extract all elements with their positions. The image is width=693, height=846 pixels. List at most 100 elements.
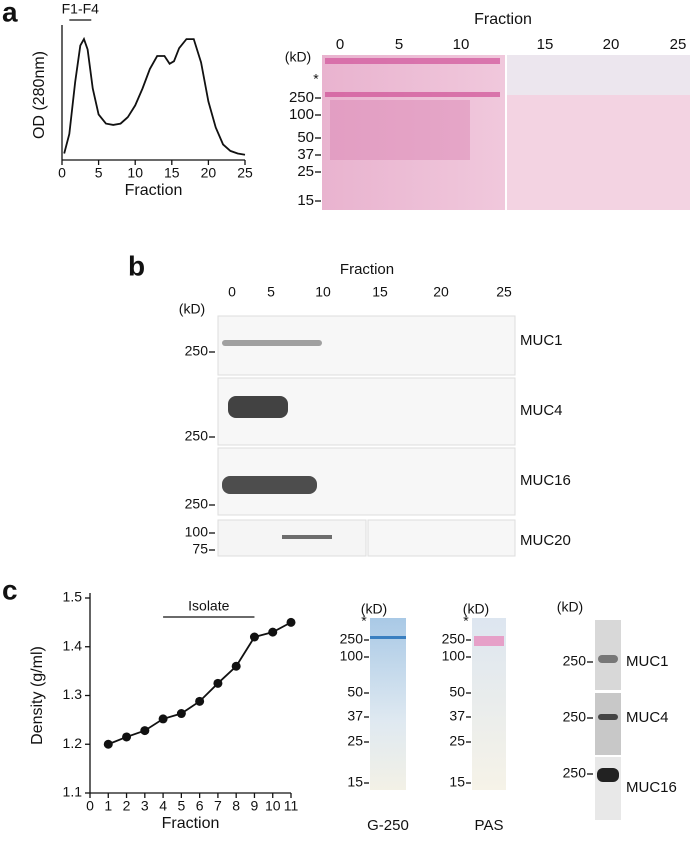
lane-label: 10 — [315, 284, 331, 300]
annotation: Isolate — [188, 598, 229, 614]
x-tick-label: 4 — [159, 798, 167, 814]
band — [222, 340, 322, 346]
x-tick-label: 3 — [141, 798, 149, 814]
gel-lane — [472, 618, 506, 790]
band — [370, 636, 406, 639]
mw-label: 15 — [347, 774, 363, 790]
point — [158, 714, 168, 724]
mw-label: 37 — [347, 708, 363, 724]
x-tick-label: 7 — [214, 798, 222, 814]
gel-title: Fraction — [340, 261, 394, 278]
mw-label: 75 — [192, 541, 208, 557]
blot-label: MUC1 — [626, 653, 669, 670]
unit: (kD) — [179, 301, 205, 317]
blot-label: MUC16 — [520, 472, 571, 489]
point — [103, 739, 113, 749]
point — [213, 678, 223, 688]
lane-label: 25 — [496, 284, 512, 300]
blot-label: MUC16 — [626, 779, 677, 796]
mw-label: 50 — [347, 684, 363, 700]
x-tick-label: 8 — [232, 798, 240, 814]
gel — [507, 55, 690, 95]
lane-label: 5 — [267, 284, 275, 300]
line — [63, 36, 246, 156]
mw-label: 250 — [563, 765, 587, 781]
mw-label: 37 — [297, 146, 314, 163]
x-tick-label: 2 — [123, 798, 131, 814]
x-tick-label: 25 — [237, 165, 253, 181]
mw-label: 50 — [297, 129, 314, 146]
x-tick-label: 15 — [164, 165, 180, 181]
lane-label: 15 — [537, 36, 554, 53]
blot-label: MUC1 — [520, 332, 563, 349]
blot — [217, 377, 516, 446]
x-tick-label: 0 — [86, 798, 94, 814]
mw-label: 250 — [340, 631, 364, 647]
point — [140, 726, 150, 736]
lane-label: G-250 — [367, 817, 409, 834]
band — [228, 396, 288, 418]
y-tick-label: 1.1 — [63, 784, 83, 800]
x-tick-label: 9 — [251, 798, 259, 814]
mw-label: 15 — [297, 192, 314, 209]
mw-label: 50 — [449, 684, 465, 700]
smear — [330, 100, 470, 160]
lane-label: 20 — [603, 36, 620, 53]
y-tick-label: 1.5 — [63, 589, 83, 605]
point — [176, 709, 186, 719]
mw-label: 25 — [347, 733, 363, 749]
marker: * — [463, 613, 469, 629]
panel-letter: a — [2, 0, 18, 27]
x-tick-label: 1 — [104, 798, 112, 814]
point — [249, 632, 259, 642]
mw-label: 25 — [297, 163, 314, 180]
unit: (kD) — [463, 601, 489, 617]
band — [282, 535, 332, 539]
mw-label: 100 — [442, 648, 466, 664]
band — [598, 714, 618, 720]
x-tick-label: 20 — [201, 165, 217, 181]
panel-letter: b — [128, 250, 145, 281]
line — [107, 621, 292, 746]
annotation: F1-F4 — [62, 1, 100, 17]
gel-lane — [370, 618, 406, 790]
band — [597, 768, 619, 782]
mw-label: 15 — [449, 774, 465, 790]
x-tick-label: 10 — [265, 798, 281, 814]
x-axis-label: Fraction — [162, 815, 220, 832]
band — [598, 655, 618, 663]
lane-label: 10 — [453, 36, 470, 53]
point — [231, 661, 241, 671]
y-axis-label: OD (280nm) — [31, 51, 48, 139]
blot — [367, 519, 516, 557]
mw-label: 100 — [289, 106, 314, 123]
mw-label: 37 — [449, 708, 465, 724]
point — [122, 732, 132, 742]
mw-label: 250 — [563, 709, 587, 725]
mw-label: 25 — [449, 733, 465, 749]
band — [325, 58, 500, 64]
y-tick-label: 1.3 — [63, 686, 83, 702]
point — [195, 696, 205, 706]
y-tick-label: 1.4 — [63, 637, 83, 653]
blot — [595, 693, 621, 755]
unit: (kD) — [557, 599, 583, 615]
band — [474, 636, 504, 646]
mw-label: 250 — [185, 496, 209, 512]
x-tick-label: 6 — [196, 798, 204, 814]
panel-letter: c — [2, 574, 18, 605]
x-tick-label: 11 — [284, 798, 299, 814]
band — [222, 476, 317, 494]
y-tick-label: 1.2 — [63, 735, 83, 751]
y-axis-label: Density (g/ml) — [29, 646, 46, 745]
mw-label: 100 — [185, 524, 209, 540]
blot-label: MUC20 — [520, 532, 571, 549]
lane-label: 20 — [433, 284, 449, 300]
lane-label: 0 — [228, 284, 236, 300]
lane-label: 15 — [372, 284, 388, 300]
lane-label: PAS — [475, 817, 504, 834]
lane-label: 25 — [670, 36, 687, 53]
x-axis-label: Fraction — [125, 182, 183, 199]
marker: * — [313, 71, 319, 87]
marker: * — [361, 613, 367, 629]
